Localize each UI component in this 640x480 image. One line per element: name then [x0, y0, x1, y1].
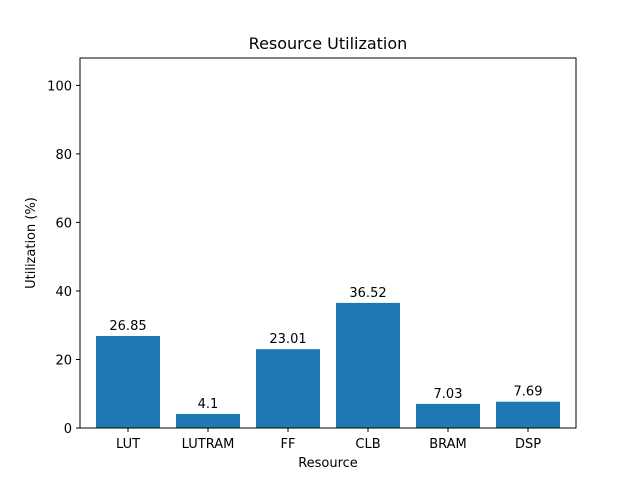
x-tick-label: DSP [515, 437, 541, 452]
data-label-clb: 36.52 [349, 286, 386, 301]
y-axis-label: Utilization (%) [24, 197, 39, 289]
x-tick-label: LUTRAM [182, 437, 235, 452]
y-tick-label: 80 [55, 148, 72, 163]
bar-dsp [496, 401, 560, 428]
x-tick-label: BRAM [429, 437, 467, 452]
bars-group [96, 302, 560, 428]
y-tick-label: 40 [55, 285, 72, 300]
data-label-ff: 23.01 [269, 332, 306, 347]
x-axis: LUT LUTRAM FF CLB BRAM DSP [116, 428, 541, 452]
bar-lutram [176, 414, 240, 428]
data-label-lutram: 4.1 [198, 397, 219, 412]
bar-lut [96, 336, 160, 428]
y-tick-label: 100 [47, 79, 72, 94]
x-axis-label: Resource [298, 456, 358, 471]
x-tick-label: CLB [355, 437, 380, 452]
chart-title: Resource Utilization [249, 34, 408, 53]
bar-bram [416, 403, 480, 428]
data-labels-group: 26.85 4.1 23.01 36.52 7.03 7.69 [109, 286, 542, 412]
data-label-lut: 26.85 [109, 319, 146, 334]
data-label-bram: 7.03 [434, 387, 463, 402]
bar-clb [336, 302, 400, 428]
x-tick-label: FF [281, 437, 296, 452]
data-label-dsp: 7.69 [514, 385, 543, 400]
y-tick-label: 20 [55, 354, 72, 369]
x-tick-label: LUT [116, 437, 140, 452]
y-tick-label: 0 [64, 422, 72, 437]
bar-ff [256, 349, 320, 428]
y-axis: 0 20 40 60 80 100 [47, 79, 80, 437]
plot-frame [79, 57, 577, 429]
y-tick-label: 60 [55, 216, 72, 231]
